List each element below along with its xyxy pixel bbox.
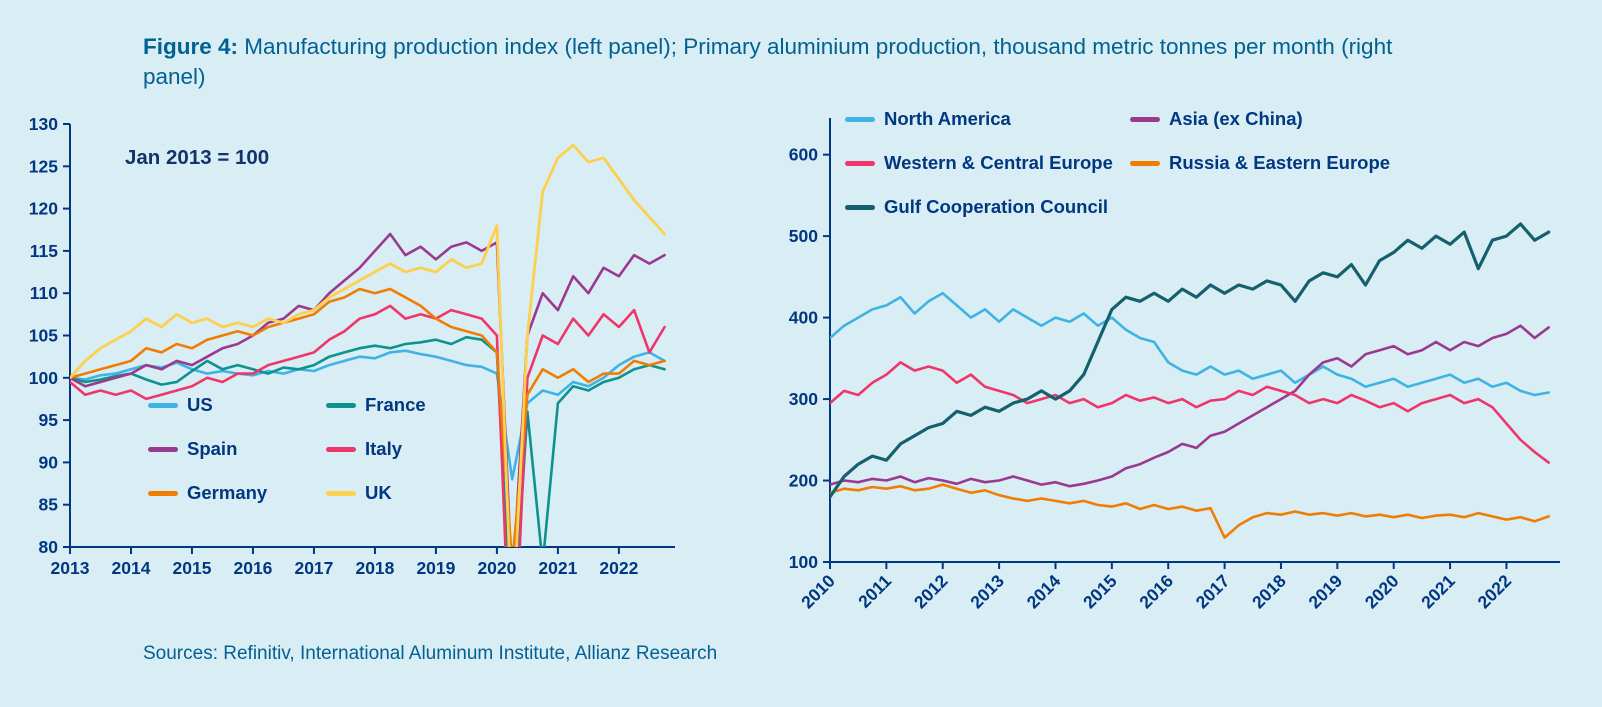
legend-swatch [148, 402, 178, 408]
x-tick-label: 2013 [966, 571, 1008, 613]
x-tick-label: 2016 [1135, 571, 1177, 613]
manufacturing-index-chart: 80 85 90 95 100 105 110 115 120 125 130 2013 2014 201… [29, 114, 675, 578]
legend-item-us: US [148, 394, 326, 416]
series-line-north-america [830, 291, 1551, 397]
legend-item-western-central-europe: Western & Central Europe [845, 152, 1130, 174]
manufacturing-index-legend: US France Spain Italy Germany UK [148, 394, 426, 504]
legend-label: France [365, 394, 426, 415]
legend-label: Asia (ex China) [1169, 108, 1303, 129]
x-tick-label: 2017 [294, 558, 333, 578]
legend-label: Germany [187, 482, 268, 503]
x-tick-label: 2022 [1474, 571, 1516, 613]
legend-item-germany: Germany [148, 482, 326, 504]
series-line-russia-eastern-europe [830, 483, 1551, 539]
x-tick-label: 2013 [51, 558, 90, 578]
y-tick-label: 100 [789, 552, 818, 572]
y-tick-label: 95 [39, 410, 59, 430]
x-tick-label: 2021 [538, 558, 577, 578]
series-line-italy [70, 304, 666, 547]
legend-swatch [845, 204, 875, 210]
x-tick-label: 2020 [477, 558, 516, 578]
legend-label: North America [884, 108, 1011, 129]
y-tick-label: 85 [39, 495, 59, 515]
legend-item-italy: Italy [326, 438, 426, 460]
legend-label: Western & Central Europe [884, 152, 1113, 173]
legend-swatch [326, 402, 356, 408]
legend-swatch [326, 490, 356, 496]
legend-item-north-america: North America [845, 108, 1130, 130]
legend-swatch [148, 490, 178, 496]
index-base-annotation: Jan 2013 = 100 [125, 146, 270, 169]
series-line-western-central-europe [830, 361, 1551, 464]
x-tick-label: 2014 [1023, 571, 1065, 613]
x-tick-label: 2021 [1417, 571, 1459, 613]
y-tick-label: 130 [29, 114, 58, 134]
y-tick-label: 600 [789, 145, 818, 165]
manufacturing-index-panel: 80 85 90 95 100 105 110 115 120 125 130 2013 2014 201… [28, 112, 693, 582]
x-tick-label: 2018 [1248, 571, 1290, 613]
legend-swatch [1130, 160, 1160, 166]
y-tick-label: 115 [30, 241, 58, 261]
y-tick-label: 200 [789, 471, 818, 491]
y-tick-label: 500 [789, 226, 818, 246]
legend-label: Russia & Eastern Europe [1169, 152, 1391, 173]
series-line-spain [70, 232, 666, 547]
aluminium-production-panel: 100 200 300 400 500 600 2010 2011 2012 2013 2014 20… [762, 100, 1582, 640]
legend-label: US [187, 394, 213, 415]
legend-item-gulf-cooperation-council: Gulf Cooperation Council [845, 196, 1130, 218]
legend-item-france: France [326, 394, 426, 416]
series-group [70, 143, 666, 547]
y-tick-label: 90 [39, 452, 59, 472]
figure-title: Figure 4: Manufacturing production index… [143, 32, 1443, 91]
source-note: Sources: Refinitiv, International Alumin… [143, 643, 718, 664]
aluminium-production-chart: 100 200 300 400 500 600 2010 2011 2012 2013 2014 20… [789, 118, 1560, 613]
series-line-uk [70, 143, 666, 547]
series-line-france [70, 335, 666, 547]
legend-item-asia-ex-china: Asia (ex China) [1130, 108, 1390, 130]
y-tick-label: 120 [29, 199, 58, 219]
x-tick-label: 2012 [910, 571, 952, 613]
x-tick-label: 2019 [1304, 571, 1346, 613]
x-tick-label: 2018 [355, 558, 394, 578]
figure-title-prefix: Figure 4: [143, 34, 239, 59]
y-tick-label: 80 [39, 537, 59, 557]
legend-label: Spain [187, 438, 238, 459]
x-tick-label: 2011 [854, 570, 895, 611]
legend-item-uk: UK [326, 482, 426, 504]
x-tick-label: 2014 [112, 558, 151, 578]
legend-label: Gulf Cooperation Council [884, 196, 1109, 217]
series-line-asia-ex-china [830, 324, 1551, 488]
legend-label: Italy [365, 438, 403, 459]
aluminium-production-legend: North America Asia (ex China) Western & Ce… [845, 108, 1390, 218]
y-tick-label: 100 [29, 368, 58, 388]
y-tick-label: 125 [29, 156, 58, 176]
x-tick-label: 2015 [1079, 571, 1121, 613]
figure-title-text: Manufacturing production index (left pan… [143, 34, 1393, 89]
legend-swatch [148, 446, 178, 452]
legend-swatch [1130, 116, 1160, 122]
legend-swatch [845, 116, 875, 122]
x-tick-label: 2020 [1361, 571, 1403, 613]
x-tick-label: 2019 [416, 558, 455, 578]
x-tick-label: 2016 [233, 558, 272, 578]
y-tick-label: 105 [29, 326, 58, 346]
x-tick-label: 2010 [797, 571, 839, 613]
y-tick-label: 110 [30, 283, 58, 303]
legend-swatch [845, 160, 875, 166]
series-group [830, 222, 1551, 539]
legend-item-spain: Spain [148, 438, 326, 460]
legend-swatch [326, 446, 356, 452]
legend-label: UK [365, 482, 392, 503]
legend-item-russia-eastern-europe: Russia & Eastern Europe [1130, 152, 1390, 174]
series-line-germany [70, 287, 666, 547]
x-tick-label: 2017 [1192, 571, 1234, 613]
series-line-gulf-cooperation-council [830, 222, 1551, 499]
x-tick-label: 2015 [173, 558, 212, 578]
y-tick-label: 300 [789, 389, 818, 409]
x-tick-label: 2022 [599, 558, 638, 578]
y-tick-label: 400 [789, 308, 818, 328]
